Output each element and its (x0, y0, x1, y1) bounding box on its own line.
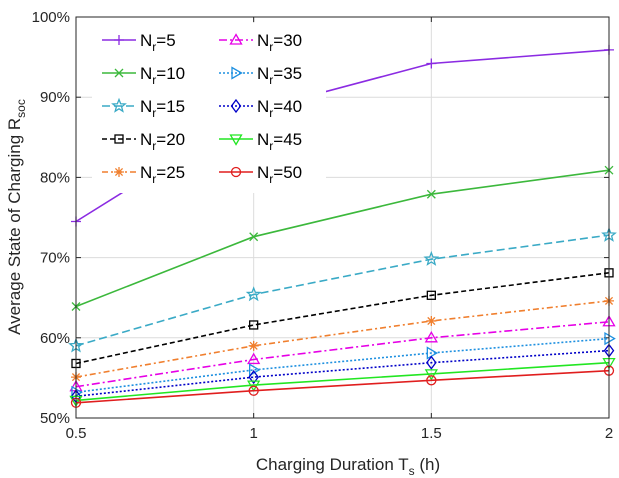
y-tick-label: 80% (40, 169, 70, 186)
series-lines (68, 44, 617, 408)
y-tick-label: 100% (32, 9, 70, 26)
data-point (426, 58, 437, 69)
data-point (229, 33, 243, 45)
legend-item: Nr=35 (219, 64, 302, 87)
legend-label: Nr=20 (140, 130, 185, 153)
data-point (424, 369, 438, 381)
y-axis-ticks: 50% 60% 70% 80% 90% 100% (32, 9, 609, 427)
data-point (424, 331, 438, 343)
legend-label: Nr=45 (257, 130, 302, 153)
series-line (75, 321, 610, 388)
legend-item: Nr=15 (102, 97, 185, 120)
y-tick-label: 90% (40, 89, 70, 106)
series-line (75, 169, 610, 308)
x-tick-label: 2 (605, 425, 613, 442)
legend-item: Nr=45 (219, 130, 302, 153)
data-point (247, 352, 261, 365)
legend-label: Nr=30 (257, 31, 302, 54)
y-tick-label: 70% (40, 250, 70, 267)
legend-item: Nr=40 (219, 97, 302, 120)
legend-label: Nr=40 (257, 97, 302, 120)
data-point (114, 35, 124, 45)
data-point (426, 375, 437, 386)
x-tick-label: 1 (249, 425, 257, 442)
data-point (230, 98, 242, 114)
series-line (75, 234, 610, 347)
legend-label: Nr=25 (140, 163, 185, 186)
series-line (75, 349, 610, 398)
data-point (604, 331, 616, 346)
data-point (245, 286, 262, 302)
x-axis-label: Charging Duration Ts (h) (256, 455, 440, 478)
data-point (231, 66, 243, 80)
y-axis-label: Average State of Charging Rsoc (5, 99, 28, 335)
data-point (247, 380, 261, 392)
data-point (71, 385, 83, 399)
legend: Nr=5 Nr=10 Nr=15 Nr=20 Nr=25 Nr=30 Nr=35 Nr=40 N… (92, 23, 326, 193)
y-tick-label: 60% (40, 330, 70, 347)
series-nr-35 (71, 331, 616, 399)
series-line (75, 361, 610, 402)
x-axis-ticks: 0.5 1 1.5 2 (66, 17, 613, 442)
series-line (75, 272, 610, 365)
series-nr-25 (71, 295, 614, 383)
legend-label: Nr=50 (257, 163, 302, 186)
data-point (248, 385, 259, 396)
legend-label: Nr=15 (140, 97, 185, 120)
legend-label: Nr=35 (257, 64, 302, 87)
data-point (426, 290, 436, 300)
legend-item: Nr=5 (102, 31, 176, 54)
data-point (249, 320, 259, 330)
legend-item: Nr=10 (102, 64, 185, 87)
legend-item: Nr=20 (102, 130, 185, 153)
data-point (114, 167, 124, 177)
data-point (426, 315, 437, 326)
series-line (75, 300, 610, 378)
legend-background (92, 23, 326, 193)
legend-item: Nr=30 (219, 31, 302, 54)
series-nr-50 (70, 365, 615, 408)
data-point (423, 250, 440, 266)
data-point (249, 232, 259, 242)
legend-label: Nr=5 (140, 31, 176, 54)
data-point (248, 340, 259, 351)
data-point (114, 68, 124, 78)
data-point (230, 166, 242, 178)
data-point (426, 355, 437, 370)
x-tick-label: 1.5 (421, 425, 442, 442)
legend-label: Nr=10 (140, 64, 185, 87)
data-point (426, 189, 436, 199)
data-point (111, 97, 127, 113)
series-nr-20 (71, 268, 614, 369)
data-point (248, 370, 259, 385)
plot-area-frame (75, 16, 610, 419)
series-line (75, 369, 610, 404)
data-point (426, 346, 439, 360)
data-point (229, 134, 243, 146)
data-point (114, 134, 124, 144)
x-tick-label: 0.5 (66, 425, 87, 442)
y-tick-label: 50% (40, 410, 70, 427)
legend-item: Nr=25 (102, 163, 185, 186)
series-line (75, 337, 610, 394)
legend-item: Nr=50 (219, 163, 302, 186)
